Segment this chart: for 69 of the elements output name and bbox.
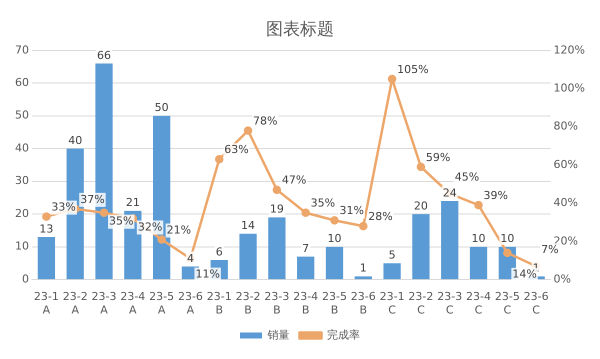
chart-title: 图表标题 [266, 20, 334, 40]
data-label: 21% [166, 223, 192, 236]
data-label: 7 [302, 242, 310, 256]
data-label: 28% [368, 210, 393, 223]
data-label: 105% [397, 62, 429, 76]
y2-tick-label: 40% [554, 196, 578, 210]
data-label: 40 [68, 134, 82, 147]
x-tick-label: 23-3 A [92, 290, 117, 316]
x-tick-label: 23-1 A [34, 290, 59, 316]
data-label: 35% [109, 214, 134, 228]
x-tick-label: 23-2 A [62, 290, 88, 316]
y2-tick-label: 80% [554, 120, 578, 133]
data-label: 33% [51, 200, 76, 214]
x-tick-label: 23-1 B [206, 290, 232, 316]
y-tick-label: 40 [14, 141, 29, 154]
y-tick-label: 60 [14, 76, 29, 89]
y2-tick-label: 0% [554, 272, 572, 286]
x-tick-label: 23-4 A [120, 290, 146, 316]
data-label: 39% [484, 188, 508, 202]
data-label: 59% [426, 150, 450, 164]
y-tick-label: 70 [14, 43, 29, 56]
x-tick-label: 23-2 B [236, 290, 261, 316]
y-tick-label: 0 [22, 272, 29, 286]
data-label: 1 [360, 262, 367, 275]
data-label: 21 [126, 196, 140, 210]
data-label: 50 [154, 101, 169, 114]
y-tick-label: 20 [14, 206, 29, 220]
data-label: 24 [442, 186, 457, 200]
y-tick-label: 30 [14, 174, 29, 188]
x-tick-label: 23-5 C [494, 290, 520, 316]
data-label: 63% [224, 143, 249, 156]
data-label: 6 [216, 245, 223, 258]
x-tick-label: 23-6 A [178, 290, 203, 316]
data-label: 10 [472, 232, 486, 246]
data-label: 35% [310, 196, 336, 210]
data-label: 66 [97, 48, 112, 62]
data-label: 4 [186, 252, 194, 265]
data-label: 19 [270, 202, 284, 216]
legend-label: 销量 [266, 328, 290, 342]
data-label: 10 [327, 232, 342, 246]
x-tick-label: 23-6 C [524, 290, 549, 316]
data-label: 78% [253, 114, 278, 128]
x-tick-label: 23-5 B [322, 290, 347, 316]
x-tick-label: 23-1 C [380, 290, 405, 316]
x-tick-label: 23-5 A [149, 290, 174, 316]
x-tick-label: 23-4 B [293, 290, 318, 316]
x-tick-label: 23-3 B [264, 290, 290, 316]
data-label: 14 [241, 219, 256, 232]
data-label: 37% [80, 192, 105, 206]
y2-tick-label: 100% [554, 81, 586, 94]
data-label: 32% [138, 220, 162, 234]
x-tick-label: 23-2 C [408, 290, 434, 316]
y-tick-label: 50 [14, 108, 29, 122]
y2-tick-label: 60% [554, 158, 578, 171]
data-label: 20 [414, 199, 428, 212]
data-label: 11% [195, 267, 220, 280]
x-tick-label: 23-4 C [466, 290, 492, 316]
y-tick-label: 10 [14, 240, 29, 253]
data-label: 7% [541, 243, 559, 256]
data-label: 10 [500, 232, 514, 246]
data-label: 5 [388, 248, 396, 262]
data-label: 47% [282, 174, 306, 187]
legend-label: 完成率 [327, 328, 360, 342]
x-tick-label: 23-3 C [437, 290, 462, 316]
y2-tick-label: 120% [554, 43, 586, 56]
data-label: 31% [339, 204, 364, 218]
data-label: 45% [454, 170, 480, 184]
x-tick-label: 23-6 B [350, 290, 376, 316]
data-label: 13 [39, 222, 54, 236]
